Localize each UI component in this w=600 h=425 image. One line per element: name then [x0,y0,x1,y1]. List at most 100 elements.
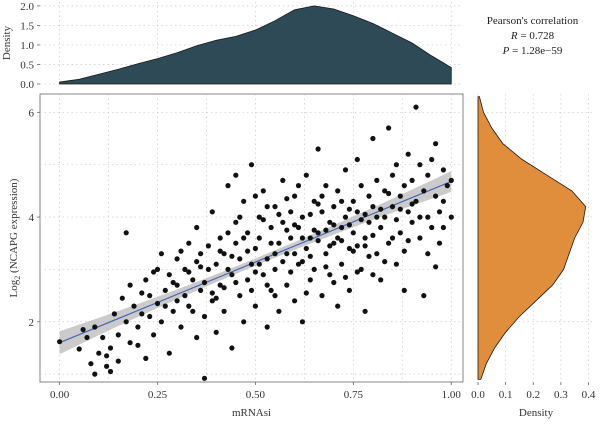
data-point [339,261,345,267]
y-tick-label: 4 [29,212,35,224]
data-point [84,334,90,341]
data-point [245,277,251,283]
data-point [209,298,215,304]
data-point [397,193,403,199]
data-point [107,368,114,375]
data-point [413,198,419,204]
data-point [217,282,223,288]
data-point [190,308,196,314]
data-point [425,214,431,220]
data-point [358,217,364,223]
x-tick-label: 0.75 [344,389,364,401]
data-point [284,227,290,233]
data-point [354,269,360,275]
data-point [88,361,94,367]
x-tick-label: 0.25 [148,389,168,401]
data-point [225,183,231,189]
data-point [295,224,302,231]
data-point [221,251,227,257]
data-point [272,251,278,257]
data-point [307,211,313,217]
data-point [111,311,117,317]
data-point [393,261,399,267]
data-point [170,308,176,314]
data-point [323,183,329,189]
right-density-area [477,96,587,380]
data-point [80,327,86,333]
data-point [96,350,102,356]
data-point [151,332,157,338]
y-axis-label-subscript: 2 [13,276,22,280]
data-point [315,201,321,207]
top-y-tick-label: 1.0 [20,40,34,52]
data-point [358,266,364,272]
data-point [315,238,321,244]
x-tick-label: 0.00 [50,389,70,401]
data-point [436,240,443,246]
data-point [331,204,337,210]
right-x-tick-label: 0.0 [471,389,485,401]
data-point [104,353,110,359]
data-point [209,290,215,296]
top-y-tick-label: 2.0 [20,1,34,13]
data-point [405,151,411,157]
data-point [417,235,423,241]
data-point [284,196,290,202]
data-point [331,279,337,286]
data-point [436,209,443,215]
data-point [386,190,392,197]
data-point [346,245,352,252]
data-point [272,293,278,299]
data-point [327,219,333,225]
data-point [307,277,313,283]
data-point [311,227,317,233]
data-point [354,209,360,215]
data-point [158,319,164,325]
data-point [245,230,251,236]
y-axis-label: Log2 (NCAPG expression) [8,178,22,297]
data-point [433,264,439,270]
data-point [366,219,372,225]
regression-line [59,180,452,344]
data-point [280,177,286,183]
data-point [405,209,411,215]
data-point [151,269,157,275]
data-point [143,355,149,361]
data-point [198,251,204,257]
data-point [213,329,219,335]
right-x-axis-label: Density [519,407,554,419]
data-point [335,235,341,241]
data-point [186,303,192,309]
data-point [252,193,258,199]
data-point [292,251,298,257]
data-point [241,198,247,204]
data-point [127,282,133,288]
data-point [158,251,164,257]
data-point [354,156,360,163]
data-point [389,204,396,210]
data-point [303,245,309,252]
pearson-title: Pearson's correlation [486,15,579,27]
data-point [323,251,329,257]
data-point [327,272,333,278]
data-point [264,324,270,330]
data-point [409,219,415,225]
data-point [382,188,388,194]
data-point [198,287,204,293]
data-point [245,248,251,254]
data-point [135,342,141,348]
data-point [256,214,262,220]
data-point [350,198,356,204]
data-point [186,240,192,246]
data-point [295,261,302,267]
data-point [233,240,239,246]
data-point [303,290,309,296]
data-point [335,303,341,309]
data-point [100,334,106,341]
data-point [386,125,392,131]
top-density-panel: 0.0 0.5 1.0 1.5 2.0 Density [1,1,463,91]
data-point [319,293,325,299]
top-y-axis-label: Density [1,25,13,60]
data-point [260,217,266,223]
